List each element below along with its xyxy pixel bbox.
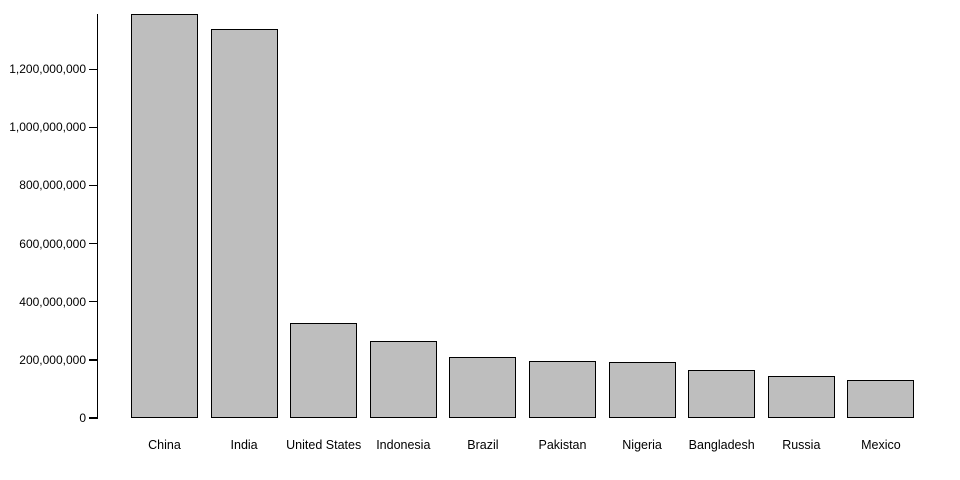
y-tick: [89, 417, 97, 419]
y-tick: [89, 68, 97, 70]
y-tick-label: 400,000,000: [19, 294, 86, 309]
y-tick: [89, 126, 97, 129]
bar-indonesia: [369, 341, 437, 418]
bar-india: [210, 28, 278, 418]
y-axis-line: [97, 14, 99, 419]
bar-brazil: [449, 356, 517, 418]
bar-nigeria: [608, 362, 676, 418]
y-tick: [89, 184, 97, 187]
x-category-label-russia: Russia: [782, 438, 821, 452]
y-tick: [89, 243, 97, 245]
x-category-label-nigeria: Nigeria: [622, 438, 662, 452]
bar-united-states: [290, 323, 358, 418]
bar-china: [131, 14, 198, 418]
bar-mexico: [847, 380, 915, 418]
y-tick-label: 600,000,000: [19, 236, 86, 251]
x-category-label-china: China: [148, 438, 181, 452]
x-category-label-india: India: [230, 438, 258, 452]
bar-pakistan: [529, 360, 596, 418]
y-tick: [89, 301, 97, 303]
bar-bangladesh: [688, 370, 756, 418]
y-tick-label: 200,000,000: [19, 352, 86, 367]
bar-russia: [767, 376, 835, 418]
y-tick: [89, 359, 97, 361]
x-category-label-bangladesh: Bangladesh: [688, 438, 755, 452]
y-tick-label: 1,000,000,000: [9, 120, 86, 135]
y-tick-label: 1,200,000,000: [9, 62, 86, 77]
x-category-label-united-states: United States: [286, 438, 362, 452]
y-tick-label: 800,000,000: [19, 178, 86, 193]
x-category-label-mexico: Mexico: [861, 438, 901, 452]
x-category-label-pakistan: Pakistan: [538, 438, 587, 452]
y-tick-label: 0: [79, 411, 86, 425]
x-category-label-indonesia: Indonesia: [376, 438, 431, 452]
x-category-label-brazil: Brazil: [467, 438, 499, 452]
